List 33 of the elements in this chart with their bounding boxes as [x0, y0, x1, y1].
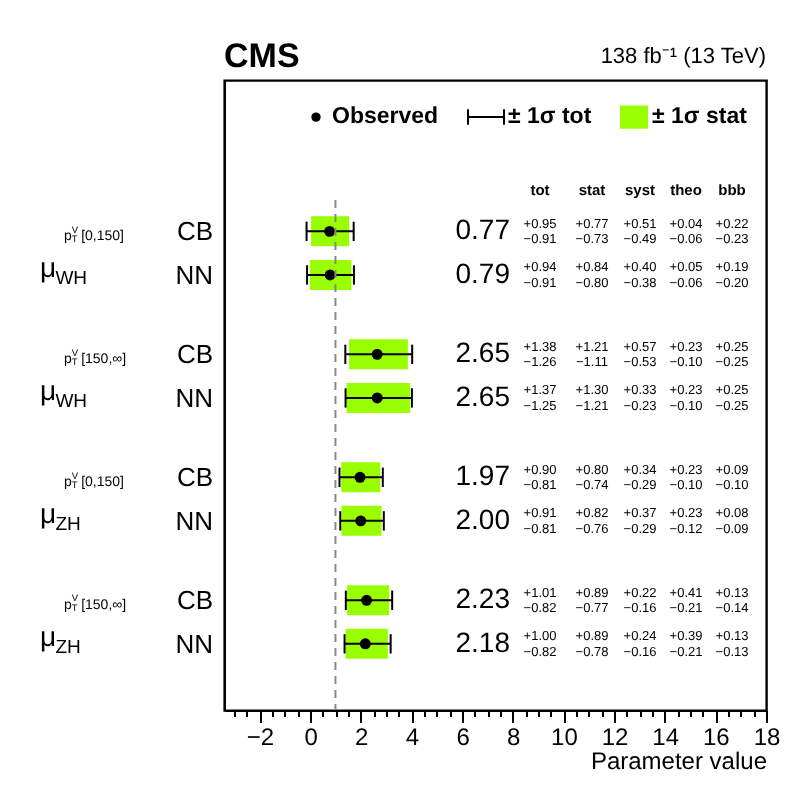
y-tick-label: CB	[176, 462, 213, 493]
x-tick-label: 12	[601, 723, 630, 751]
x-tick-label: 0	[304, 723, 319, 751]
x-tick-label: 6	[456, 723, 471, 751]
x-tick-label: −2	[246, 723, 275, 751]
x-tick-label: 10	[551, 723, 579, 751]
y-tick-label: NN	[175, 259, 213, 290]
annotation: 2.65	[455, 336, 511, 369]
x-tick-label: 2	[355, 723, 370, 751]
annotation: 2.23	[455, 582, 511, 615]
annotation: 0.77	[455, 213, 511, 246]
y-tick-label: NN	[175, 628, 213, 659]
x-tick-label: 14	[652, 723, 680, 751]
y-tick-label: NN	[175, 382, 213, 413]
chart-title: CMS	[224, 37, 300, 76]
legend-label: ± 1σ stat	[652, 105, 748, 130]
annotation: 2.65	[455, 379, 511, 412]
y-tick-label: CB	[176, 216, 213, 247]
annotation: 2.18	[455, 625, 511, 658]
y-tick-label: CB	[176, 339, 213, 370]
annotation: 1.97	[455, 459, 511, 492]
annotation: 0.79	[455, 256, 511, 289]
text: 138 fb⁻¹ (13 TeV)	[600, 45, 766, 70]
y-tick-label: CB	[176, 585, 213, 616]
legend-label: Observed	[332, 105, 439, 130]
x-tick-label: 18	[753, 723, 781, 751]
x-tick-label: 8	[507, 723, 522, 751]
y-tick-label: NN	[175, 505, 213, 536]
annotation: 2.00	[455, 502, 511, 535]
x-axis-title: Parameter value	[590, 747, 768, 775]
x-tick-label: 16	[702, 723, 731, 751]
x-tick-label: 4	[405, 723, 420, 751]
text: ± 1σ tot	[508, 105, 592, 130]
